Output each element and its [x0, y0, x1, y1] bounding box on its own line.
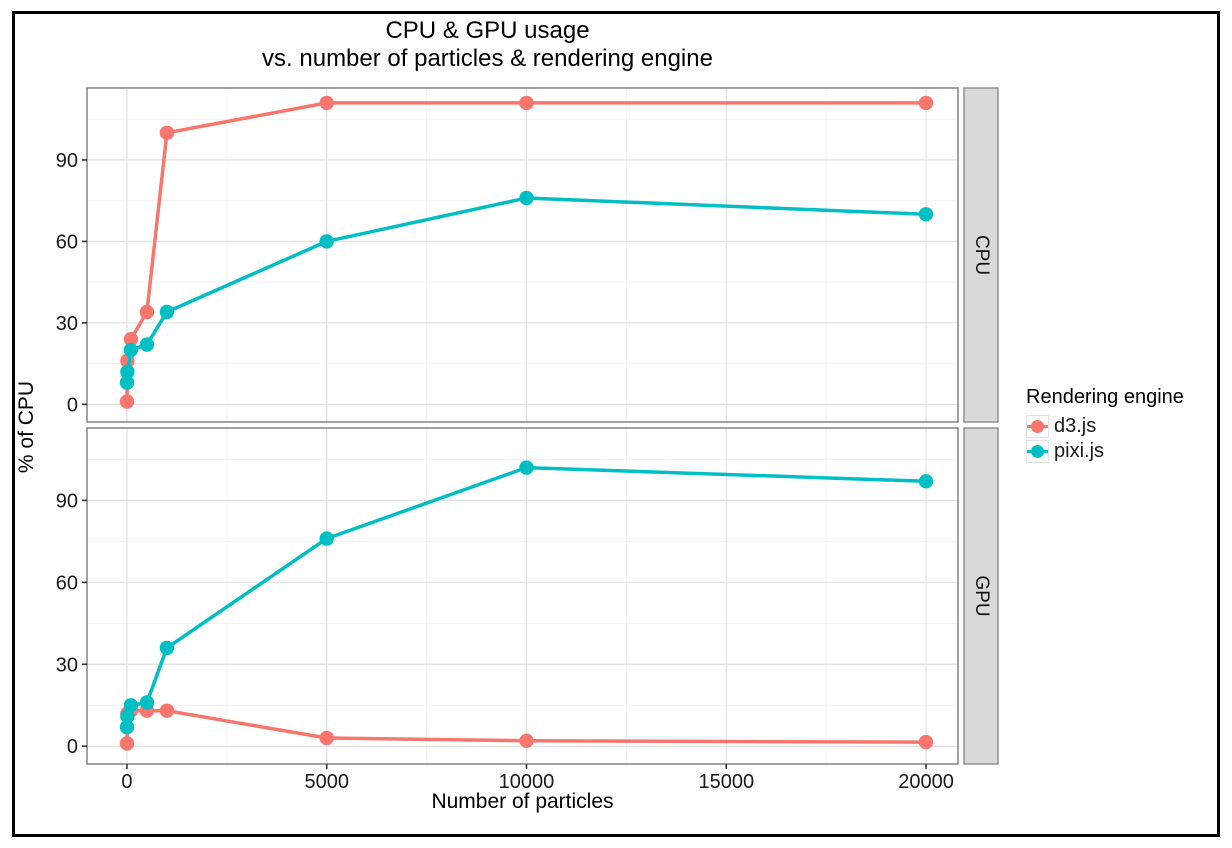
data-point-d3js-cpu: [319, 95, 334, 111]
y-tick-label: 0: [67, 736, 78, 758]
data-point-pixijs-cpu: [120, 364, 135, 379]
legend: Rendering engine d3.js pixi.js: [1026, 386, 1184, 464]
data-point-pixijs-gpu: [119, 719, 135, 735]
data-point-pixijs-cpu: [319, 234, 334, 249]
data-point-pixijs-cpu: [519, 190, 534, 206]
y-tick-label: 90: [56, 490, 78, 512]
data-point-pixijs-gpu: [319, 531, 334, 546]
legend-item-label: pixi.js: [1054, 440, 1105, 462]
x-tick-label: 20000: [898, 771, 954, 793]
data-point-pixijs-cpu: [918, 207, 934, 222]
data-point-pixijs-cpu: [123, 342, 139, 358]
chart-title-line-1: CPU & GPU usage: [385, 17, 590, 44]
legend-title: Rendering engine: [1026, 386, 1184, 408]
facet-cpu: 0 30 60 90 CPU: [56, 87, 999, 423]
y-tick-label: 60: [56, 572, 78, 594]
data-point-pixijs-gpu: [139, 695, 155, 710]
data-point-d3js-gpu: [319, 730, 334, 746]
x-axis-title: Number of particles: [431, 790, 614, 813]
data-point-pixijs-gpu: [918, 474, 934, 489]
data-point-d3js-cpu: [139, 304, 155, 320]
x-tick-label: 10000: [499, 771, 555, 793]
data-point-pixijs-cpu: [159, 304, 175, 320]
chart-title: CPU & GPU usage vs. number of particles …: [15, 17, 960, 73]
facet-strip-cpu: [963, 87, 999, 423]
panel-border-gpu: [86, 427, 959, 765]
legend-item-d3js: d3.js: [1026, 414, 1184, 439]
facet-strip-label-cpu: CPU: [971, 235, 992, 275]
data-point-d3js-gpu: [159, 703, 175, 718]
y-axis-title: % of CPU: [15, 380, 38, 474]
data-point-pixijs-gpu: [123, 698, 139, 713]
data-point-d3js-cpu: [519, 95, 534, 111]
y-tick-label: 60: [56, 231, 78, 253]
legend-key-glyph: [1027, 445, 1048, 458]
x-tick-label: 15000: [698, 771, 754, 793]
chart-title-line-2: vs. number of particles & rendering engi…: [262, 45, 713, 72]
facet-strip-label-gpu: GPU: [971, 575, 992, 616]
data-point-d3js-cpu: [918, 95, 934, 111]
data-point-pixijs-cpu: [119, 375, 135, 390]
panel-border-cpu: [86, 87, 959, 423]
y-tick-label: 0: [67, 394, 78, 416]
data-point-d3js-gpu: [519, 733, 534, 748]
data-point-d3js-gpu: [918, 734, 934, 750]
data-point-d3js-cpu: [159, 125, 175, 140]
facet-strip-gpu: [963, 427, 999, 765]
legend-items: d3.js pixi.js: [1026, 414, 1184, 464]
y-tick-label: 30: [56, 654, 78, 676]
panel-background-cpu: [87, 88, 958, 422]
legend-key-glyph: [1027, 420, 1048, 433]
data-point-d3js-cpu: [123, 332, 139, 347]
data-point-pixijs-gpu: [159, 640, 175, 656]
data-point-pixijs-cpu: [139, 337, 155, 352]
x-tick-label: 5000: [304, 771, 349, 793]
legend-key-swatch: [1026, 415, 1049, 438]
legend-item-label: d3.js: [1054, 415, 1097, 437]
data-point-d3js-gpu: [119, 736, 135, 751]
y-tick-label: 30: [56, 313, 78, 335]
legend-key-swatch: [1026, 440, 1049, 463]
data-point-pixijs-gpu: [519, 460, 534, 475]
data-point-pixijs-gpu: [120, 709, 135, 724]
y-tick-label: 90: [56, 150, 78, 172]
legend-item-pixijs: pixi.js: [1026, 439, 1184, 464]
panel-background-gpu: [87, 428, 958, 764]
data-point-d3js-cpu: [119, 394, 135, 409]
x-tick-label: 0: [121, 771, 132, 793]
facet-gpu: 0 30 60 90 GPU: [56, 427, 999, 765]
